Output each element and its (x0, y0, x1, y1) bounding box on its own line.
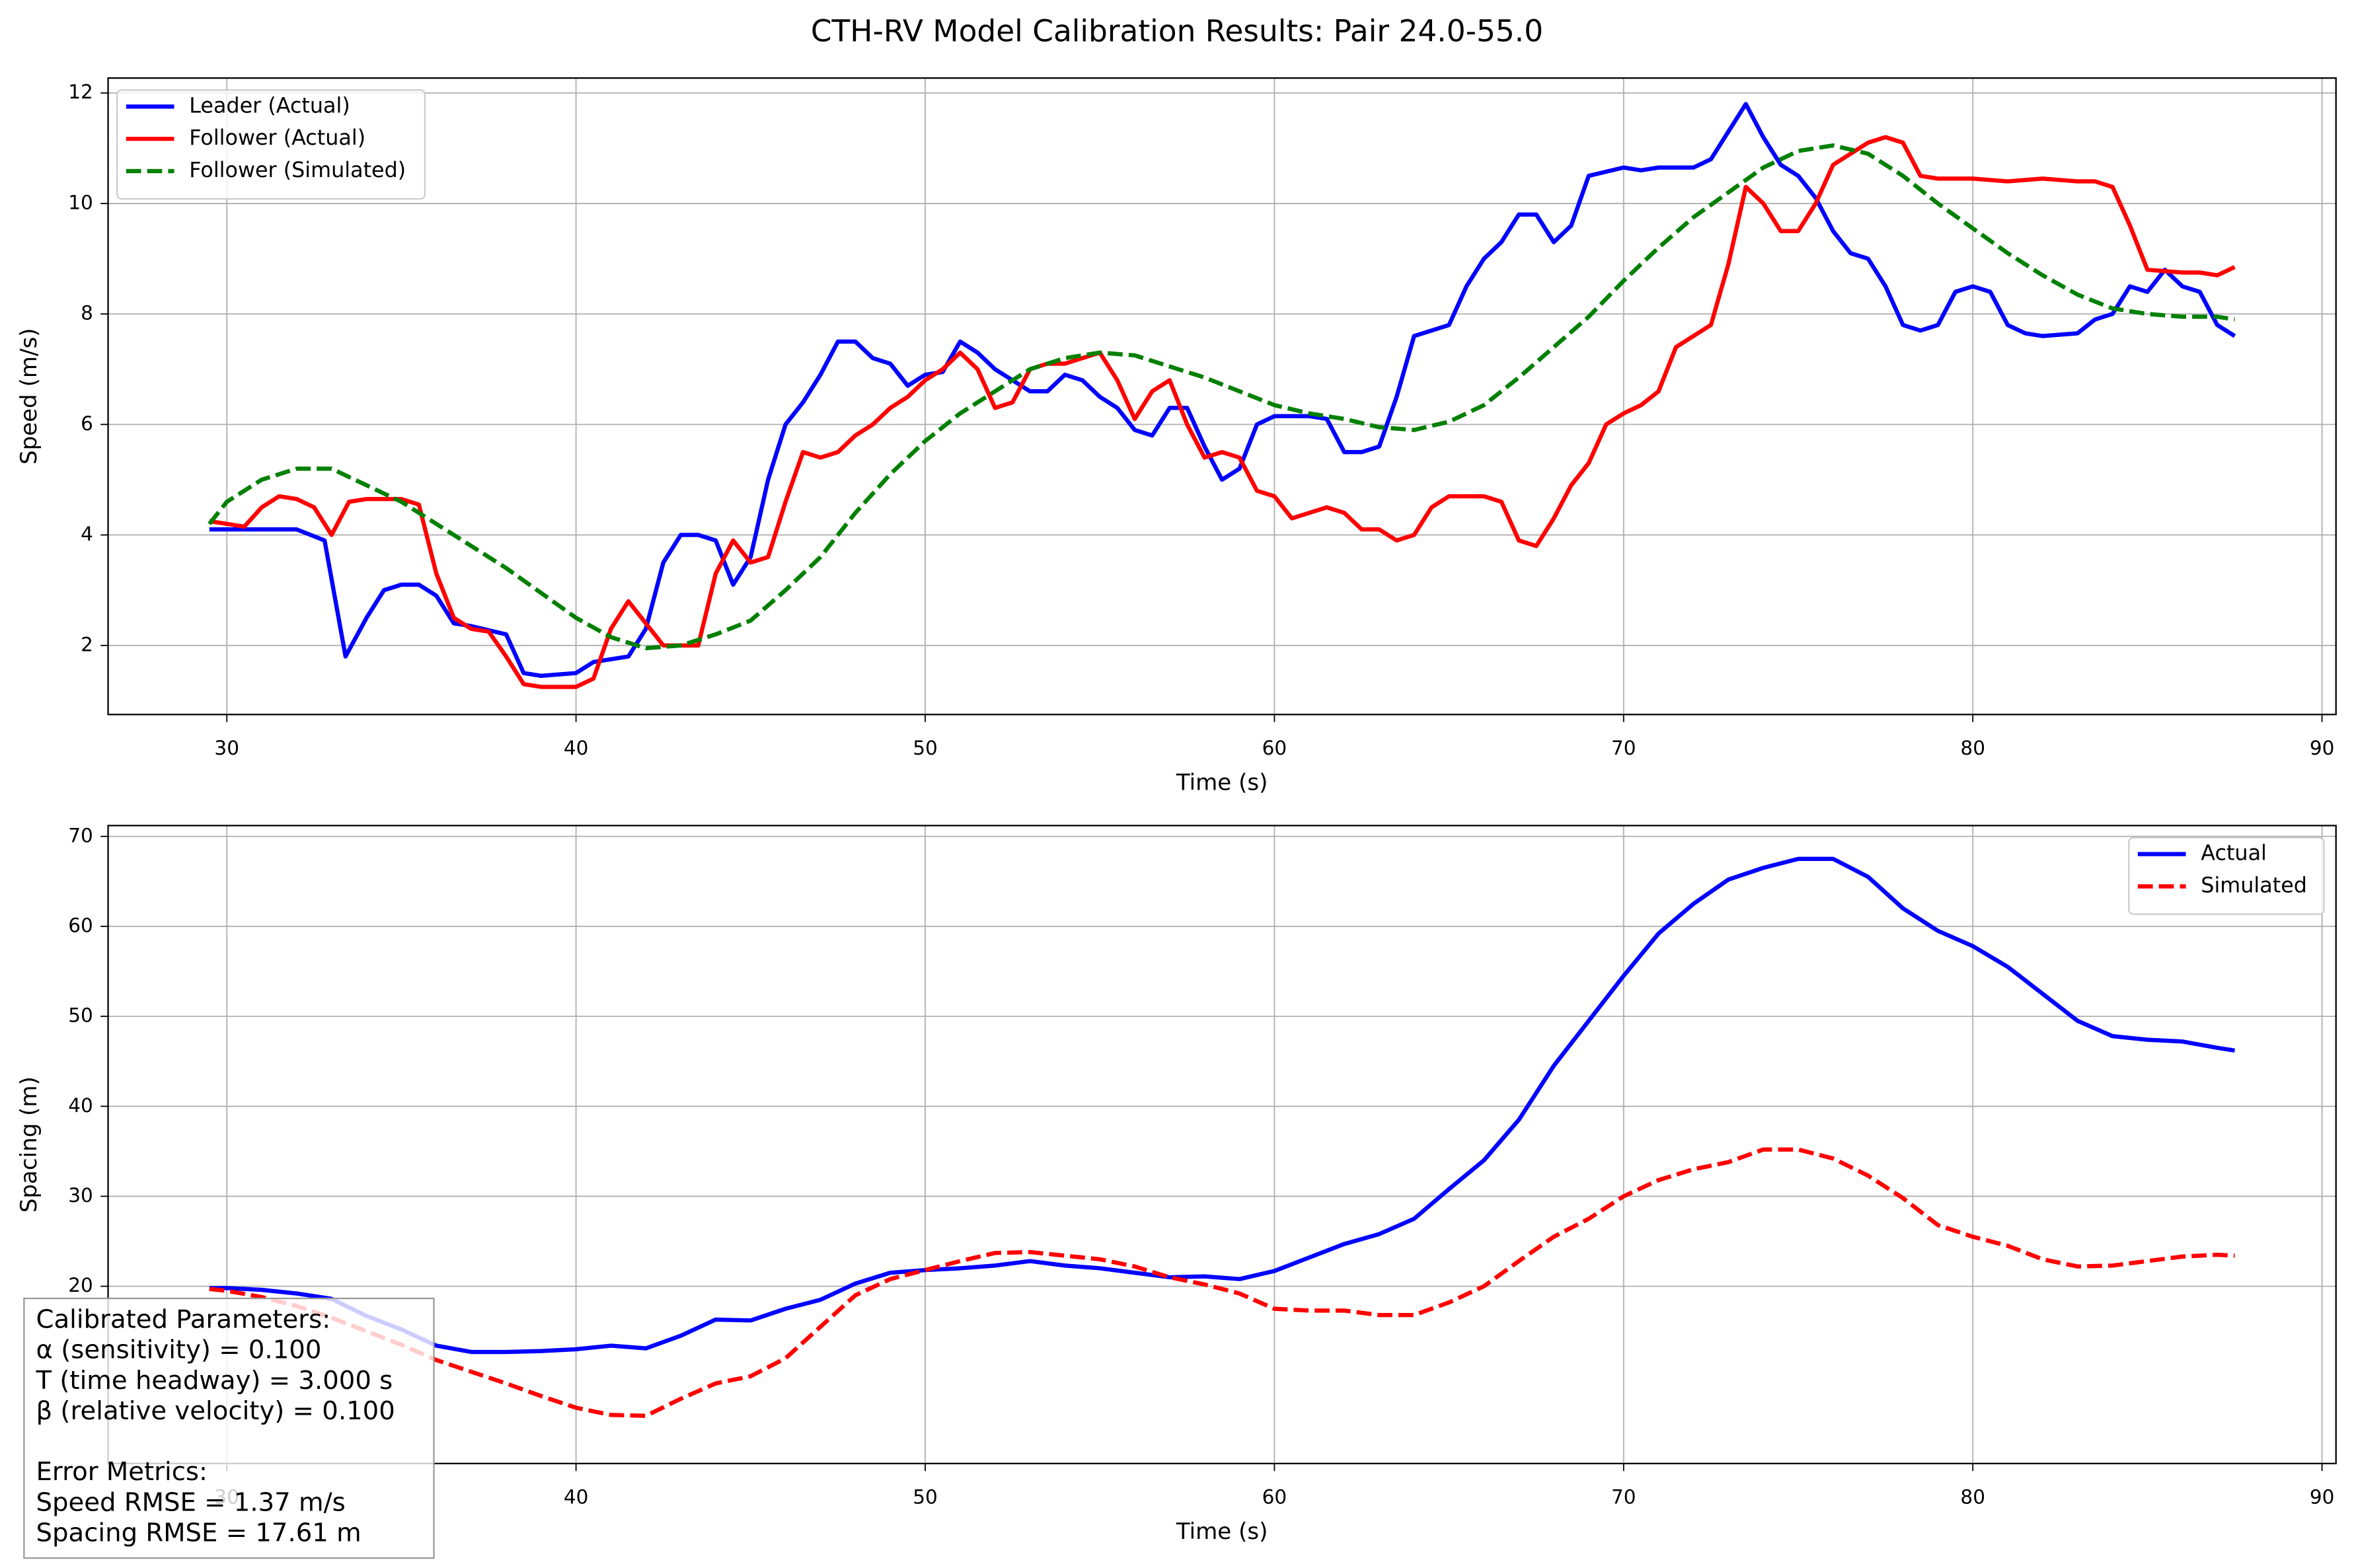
plot-frame (107, 825, 2337, 1465)
legend-label: Follower (Simulated) (189, 158, 406, 182)
legend-box (116, 89, 426, 200)
x-tick-label: 70 (1611, 737, 1636, 759)
annotation-box: Calibrated Parameters:α (sensitivity) = … (23, 1297, 435, 1559)
plot-frame (107, 77, 2337, 716)
axes: 30405060708090203040506070Time (s)Spacin… (16, 824, 2337, 1545)
x-tick-label: 40 (564, 1486, 589, 1509)
x-tick-label: 50 (913, 737, 938, 759)
x-tick-label: 70 (1611, 1486, 1636, 1509)
y-tick-label: 8 (81, 302, 93, 324)
legend-label: Follower (Actual) (189, 126, 365, 150)
series-line (209, 102, 2236, 678)
y-tick-label: 40 (68, 1094, 93, 1117)
y-tick-label: 12 (68, 81, 93, 103)
legend-label: Leader (Actual) (189, 93, 350, 118)
y-tick-label: 20 (68, 1274, 93, 1296)
x-tick-label: 90 (2310, 737, 2335, 759)
annotation-frame (23, 1297, 435, 1559)
y-tick-label: 6 (81, 412, 93, 435)
x-tick-label: 50 (913, 1486, 938, 1509)
x-tick-label: 90 (2310, 1486, 2335, 1509)
legend-label: Actual (2201, 841, 2267, 866)
figure-title: CTH-RV Model Calibration Results: Pair 2… (811, 13, 1543, 48)
y-tick-label: 70 (68, 824, 93, 846)
y-axis-label: Speed (m/s) (16, 328, 42, 465)
y-tick-label: 4 (81, 523, 93, 545)
annotation-text: α (sensitivity) = 0.100 (36, 1335, 322, 1365)
y-tick-label: 10 (68, 191, 93, 213)
series-line (209, 856, 2236, 1355)
y-axis-label: Spacing (m) (16, 1076, 42, 1213)
x-tick-label: 60 (1262, 1486, 1287, 1509)
x-tick-label: 80 (1960, 737, 1985, 759)
legend-box (2128, 837, 2325, 915)
series-line (208, 143, 2236, 651)
y-tick-label: 2 (81, 633, 93, 655)
legend-label: Simulated (2201, 873, 2307, 897)
x-axis-label: Time (s) (1176, 1518, 1268, 1545)
x-axis-label: Time (s) (1176, 769, 1268, 796)
x-tick-label: 60 (1262, 737, 1287, 759)
x-tick-label: 40 (564, 737, 589, 759)
y-tick-label: 50 (68, 1004, 93, 1027)
annotation-text: T (time headway) = 3.000 s (36, 1366, 393, 1396)
y-tick-label: 60 (68, 914, 93, 936)
axes: 30 40 50 60 70 80 90 2 4 6 8 10 12 Time (s) Speed (m/s… (16, 77, 2337, 796)
annotation-text: β (relative velocity) = 0.100 (36, 1396, 395, 1426)
annotation-text: Error Metrics: (36, 1457, 208, 1487)
series-line (209, 135, 2236, 689)
x-tick-label: 80 (1960, 1486, 1985, 1509)
annotation-text: Calibrated Parameters: (36, 1305, 331, 1335)
x-tick-label: 30 (214, 737, 239, 759)
annotation-text: Spacing RMSE = 17.61 m (36, 1518, 361, 1548)
y-tick-label: 30 (68, 1184, 93, 1207)
series-line (209, 1147, 2235, 1418)
annotation-text: Speed RMSE = 1.37 m/s (36, 1487, 346, 1517)
